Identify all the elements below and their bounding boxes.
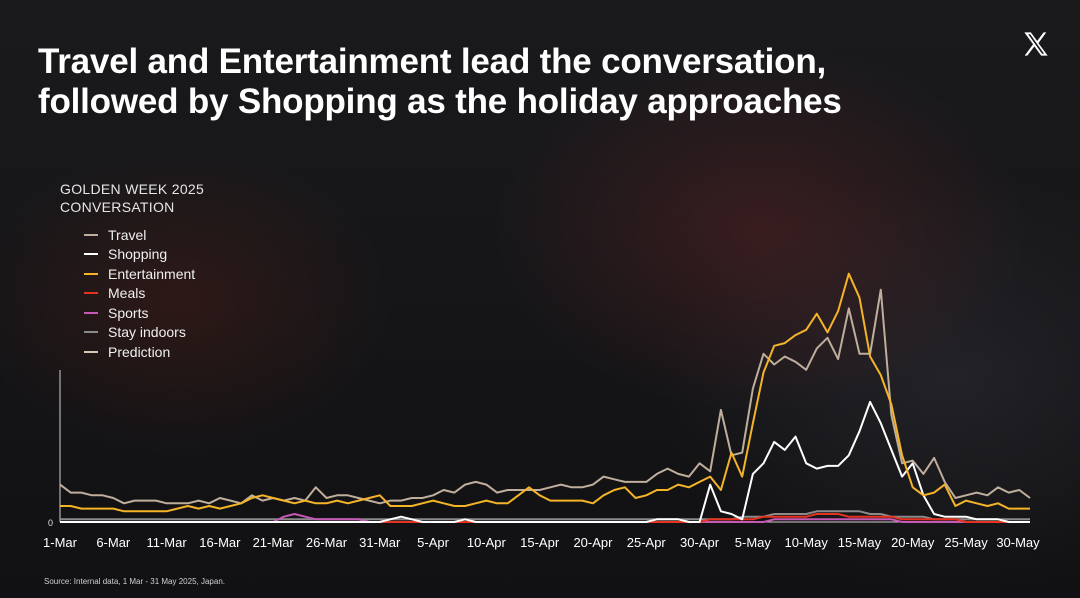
legend-item: Meals xyxy=(84,284,195,304)
x-tick-label: 15-Apr xyxy=(520,535,560,550)
x-tick-label: 20-Apr xyxy=(573,535,613,550)
chart-title-line-1: GOLDEN WEEK 2025 xyxy=(60,181,205,197)
legend-item: Shopping xyxy=(84,245,195,265)
legend-label: Travel xyxy=(108,226,147,243)
x-tick-label: 21-Mar xyxy=(253,535,295,550)
legend-item: Entertainment xyxy=(84,264,195,284)
x-tick-label: 26-Mar xyxy=(306,535,348,550)
legend-label: Entertainment xyxy=(108,265,196,282)
legend-label: Sports xyxy=(108,304,149,321)
chart-title: GOLDEN WEEK 2025 CONVERSATION xyxy=(60,180,204,216)
series-line-travel xyxy=(59,288,1031,505)
legend-item: Travel xyxy=(84,225,195,245)
title-line-1: Travel and Entertainment lead the conver… xyxy=(38,42,827,81)
x-tick-label: 5-May xyxy=(735,535,772,550)
legend-label: Shopping xyxy=(108,246,168,263)
series-line-stay-indoors xyxy=(60,510,1030,521)
legend-swatch xyxy=(84,272,98,275)
x-tick-label: 30-Apr xyxy=(680,535,720,550)
legend-swatch xyxy=(84,311,98,314)
source-note: Source: Internal data, 1 Mar - 31 May 20… xyxy=(44,577,225,586)
x-tick-label: 25-May xyxy=(944,535,988,550)
legend-item: Sports xyxy=(84,303,195,323)
y-tick-label: 0 xyxy=(48,518,53,528)
x-tick-label: 6-Mar xyxy=(96,535,131,550)
slide-title: Travel and Entertainment lead the conver… xyxy=(38,42,998,122)
legend-swatch xyxy=(84,233,98,236)
legend-label: Meals xyxy=(108,285,146,302)
x-tick-label: 20-May xyxy=(891,535,935,550)
series-line-shopping xyxy=(60,400,1030,523)
legend-swatch xyxy=(84,292,98,295)
x-tick-label: 10-Apr xyxy=(467,535,507,550)
chart-title-line-2: CONVERSATION xyxy=(60,199,175,215)
series-line-entertainment xyxy=(60,272,1030,513)
x-tick-label: 1-Mar xyxy=(43,535,78,550)
x-tick-label: 15-May xyxy=(838,535,882,550)
x-tick-label: 30-May xyxy=(996,535,1040,550)
x-tick-label: 25-Apr xyxy=(627,535,667,550)
x-tick-label: 5-Apr xyxy=(417,535,449,550)
x-tick-label: 16-Mar xyxy=(199,535,241,550)
x-logo-icon xyxy=(1024,32,1048,56)
legend-label: Stay indoors xyxy=(108,324,186,341)
legend-swatch xyxy=(84,350,98,353)
chart-legend: Travel Shopping Entertainment Meals Sports St… xyxy=(84,225,195,362)
legend-item: Stay indoors xyxy=(84,323,195,343)
x-tick-label: 10-May xyxy=(784,535,828,550)
title-line-2: followed by Shopping as the holiday appr… xyxy=(38,82,842,121)
legend-swatch xyxy=(84,331,98,334)
x-tick-label: 11-Mar xyxy=(146,535,187,550)
legend-label: Prediction xyxy=(108,343,171,360)
legend-item: Prediction xyxy=(84,342,195,362)
x-tick-label: 31-Mar xyxy=(359,535,401,550)
legend-swatch xyxy=(84,253,98,256)
